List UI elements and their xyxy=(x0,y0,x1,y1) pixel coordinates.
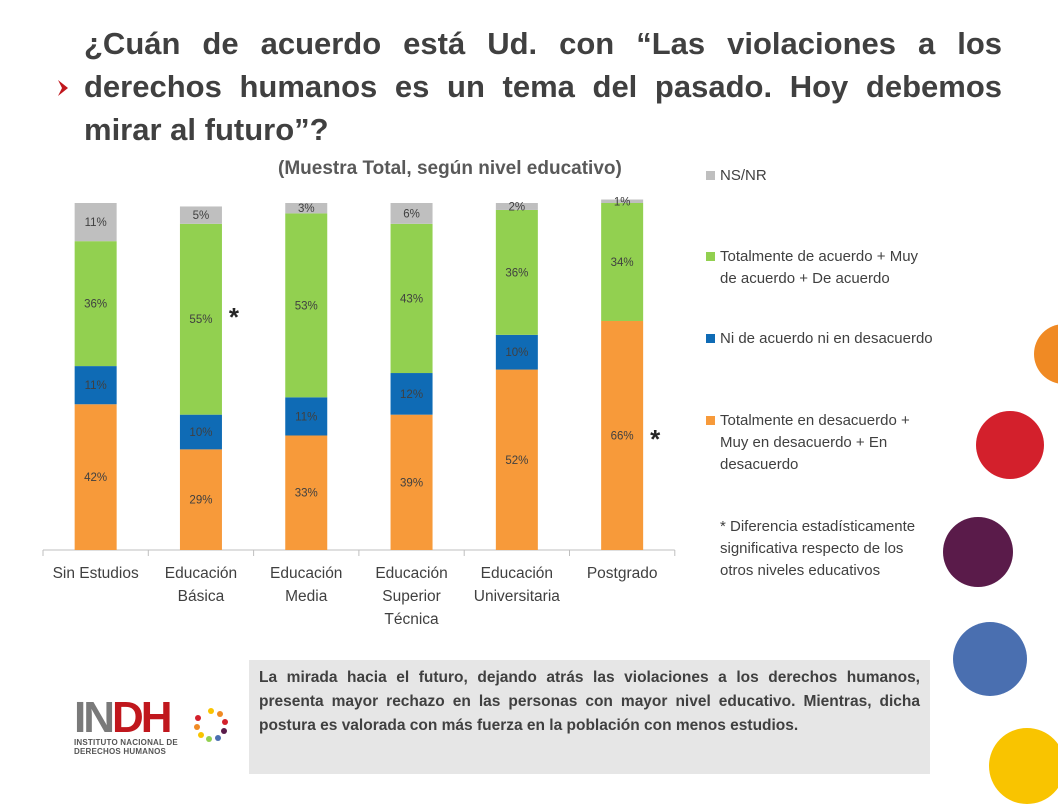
logo-sub-line2: DERECHOS HUMANOS xyxy=(74,747,167,756)
data-label: 53% xyxy=(295,300,318,312)
logo-dots-icon xyxy=(194,708,228,742)
bar-segment xyxy=(601,199,644,203)
logo-dh: DH xyxy=(112,693,173,742)
logo-subtitle: INSTITUTO NACIONAL DE DERECHOS HUMANOS xyxy=(74,738,178,756)
legend-swatch-acuerdo xyxy=(706,252,715,261)
slide-title: ¿Cuán de acuerdo está Ud. con “Las viola… xyxy=(84,26,1002,147)
bar-segment xyxy=(285,213,328,398)
data-label: 43% xyxy=(400,293,423,305)
legend-swatch-nsnr xyxy=(706,171,715,180)
x-tick-label: Educación xyxy=(481,565,553,582)
data-label: 36% xyxy=(84,299,107,311)
legend-swatch-desacuerdo xyxy=(706,416,715,425)
bar-segment xyxy=(495,203,538,210)
chart-subtitle: (Muestra Total, según nivel educativo) xyxy=(278,158,622,179)
logo-wordmark: INDH xyxy=(74,693,173,742)
data-label: 2% xyxy=(509,201,526,213)
data-label: 1% xyxy=(614,196,631,208)
bar-segment xyxy=(390,203,433,224)
bar-segment xyxy=(285,203,328,214)
data-label: 11% xyxy=(295,411,317,423)
x-tick-label: Postgrado xyxy=(587,565,658,582)
significance-note: * Diferencia estadísticamente significat… xyxy=(720,518,916,579)
bar-segment xyxy=(285,397,328,436)
x-tick-label: Educación xyxy=(375,565,447,582)
bar-segment xyxy=(601,320,644,550)
bar-segment xyxy=(285,435,328,550)
data-label: 42% xyxy=(84,472,107,484)
significance-marker: * xyxy=(229,302,240,332)
decor-circle-red xyxy=(976,411,1044,479)
bar-segment xyxy=(179,414,222,450)
bar-segment xyxy=(74,241,117,367)
significance-marker: * xyxy=(650,424,661,454)
legend-label-acuerdo: Totalmente de acuerdo + Muy de acuerdo +… xyxy=(720,248,919,287)
x-tick-label: Universitaria xyxy=(474,588,561,605)
legend-label-desacuerdo: Totalmente en desacuerdo + Muy en desacu… xyxy=(720,412,910,473)
bar-segment xyxy=(74,203,117,242)
legend-label-neutral: Ni de acuerdo ni en desacuerdo xyxy=(720,330,933,347)
legend-label-nsnr: NS/NR xyxy=(720,167,767,184)
indh-logo: INDH INSTITUTO NACIONAL DE DERECHOS HUMA… xyxy=(72,694,232,762)
insight-box: La mirada hacia el futuro, dejando atrás… xyxy=(249,660,930,774)
bar-segment xyxy=(495,334,538,370)
data-label: 34% xyxy=(611,257,634,269)
legend-swatch-neutral xyxy=(706,334,715,343)
bar-segment xyxy=(74,404,117,550)
data-label: 12% xyxy=(400,389,423,401)
x-tick-label: Media xyxy=(285,588,328,605)
x-tick-label: Educación xyxy=(165,565,237,582)
bar-segment xyxy=(179,206,222,224)
data-label: 10% xyxy=(189,427,212,439)
bar-segment xyxy=(495,209,538,335)
data-label: 11% xyxy=(85,217,107,229)
x-tick-label: Básica xyxy=(178,588,225,605)
data-label: 52% xyxy=(505,455,528,467)
x-tick-label: Técnica xyxy=(384,611,439,628)
x-tick-label: Superior xyxy=(382,588,441,605)
data-label: 33% xyxy=(295,488,318,500)
bar-segment xyxy=(390,373,433,415)
bar-segment xyxy=(179,223,222,415)
data-label: 55% xyxy=(189,314,212,326)
bar-segment xyxy=(179,449,222,550)
logo-in: IN xyxy=(74,693,115,742)
bar-segment xyxy=(390,223,433,374)
x-tick-label: Educación xyxy=(270,565,342,582)
logo-sub-line1: INSTITUTO NACIONAL DE xyxy=(74,738,178,747)
data-label: 6% xyxy=(403,208,420,220)
x-tick-label: Sin Estudios xyxy=(53,565,139,582)
data-label: 3% xyxy=(298,203,315,215)
data-label: 36% xyxy=(505,267,528,279)
bar-segment xyxy=(74,366,117,405)
data-label: 11% xyxy=(85,380,107,392)
bar-segment xyxy=(390,414,433,550)
data-label: 39% xyxy=(400,477,423,489)
data-label: 10% xyxy=(505,347,528,359)
bar-segment xyxy=(601,203,644,321)
decor-circle-yellow xyxy=(989,728,1058,804)
data-label: 29% xyxy=(189,495,212,507)
decor-circle-purple xyxy=(943,517,1013,587)
bar-segment xyxy=(495,369,538,550)
data-label: 66% xyxy=(611,430,634,442)
data-label: 5% xyxy=(193,210,210,222)
decor-circle-blue xyxy=(953,622,1027,696)
